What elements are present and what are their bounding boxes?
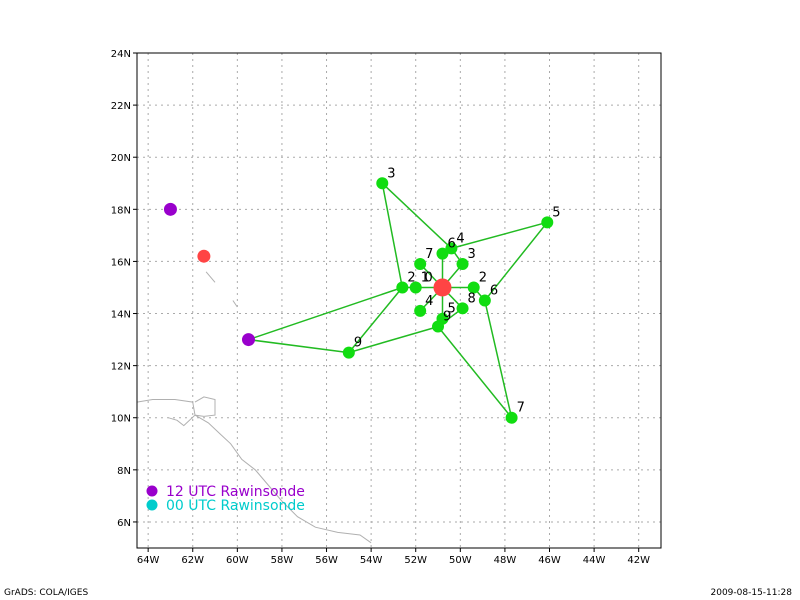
dropsonde-marker bbox=[414, 258, 427, 271]
storm-center bbox=[433, 278, 452, 297]
dropsonde-marker bbox=[456, 258, 469, 271]
dropsonde-label: 5 bbox=[552, 205, 560, 220]
tick-label-lon: 50W bbox=[449, 555, 472, 566]
rawinsonde-12utc-marker bbox=[241, 333, 255, 347]
axis-ticks: 64W 62W 60W 58W 56W 54W 52W 50W 48W 46W 44W 42W 6N 8N… bbox=[111, 49, 650, 566]
dropsonde-points bbox=[342, 177, 554, 424]
tick-label-lat: 16N bbox=[111, 257, 131, 268]
tick-label-lat: 10N bbox=[111, 414, 131, 425]
dropsonde-label: 3 bbox=[468, 247, 476, 262]
dropsonde-label: 3 bbox=[387, 166, 395, 181]
footer-credit: GrADS: COLA/IGES bbox=[4, 588, 89, 598]
dropsonde-label: 9 bbox=[443, 310, 451, 325]
tick-label-lat: 8N bbox=[117, 466, 131, 477]
dropsonde-label: 1 bbox=[421, 270, 429, 285]
center-label: 0 bbox=[424, 270, 432, 285]
dropsonde-marker bbox=[414, 304, 427, 317]
dropsonde-marker bbox=[456, 302, 469, 315]
tick-label-lat: 20N bbox=[111, 153, 131, 164]
dropsonde-label: 6 bbox=[447, 237, 455, 252]
coastline bbox=[232, 300, 238, 308]
tick-label-lon: 46W bbox=[538, 555, 561, 566]
track-line bbox=[248, 286, 403, 341]
dropsonde-label: 2 bbox=[479, 270, 487, 285]
tick-label-lon: 60W bbox=[226, 555, 249, 566]
tick-label-lon: 42W bbox=[627, 555, 650, 566]
coastline bbox=[194, 396, 216, 417]
tick-label-lat: 6N bbox=[117, 518, 131, 529]
tick-label-lon: 48W bbox=[494, 555, 517, 566]
rawinsonde-12utc-marker bbox=[163, 202, 177, 216]
footer-timestamp: 2009-08-15-11:28 bbox=[710, 588, 793, 598]
rawinsonde-sites bbox=[163, 202, 255, 347]
dropsonde-label: 4 bbox=[456, 231, 464, 246]
dropsonde-label: 7 bbox=[517, 401, 525, 416]
dropsonde-marker bbox=[396, 281, 409, 294]
dropsonde-marker bbox=[432, 320, 445, 333]
tick-label-lon: 52W bbox=[404, 555, 427, 566]
tick-label-lat: 22N bbox=[111, 101, 131, 112]
dropsonde-label: 8 bbox=[468, 291, 476, 306]
dropsonde-label: 5 bbox=[447, 302, 455, 317]
grid-lines bbox=[137, 53, 661, 548]
coastline bbox=[194, 414, 372, 544]
tick-label-lat: 18N bbox=[111, 205, 131, 216]
coastlines bbox=[136, 271, 372, 544]
dropsonde-label: 6 bbox=[490, 284, 498, 299]
legend-label-12utc: 12 UTC Rawinsonde bbox=[166, 484, 305, 500]
dropsonde-marker bbox=[505, 411, 518, 424]
dropsonde-label: 7 bbox=[425, 247, 433, 262]
tick-label-lon: 58W bbox=[271, 555, 294, 566]
tick-label-lon: 62W bbox=[181, 555, 204, 566]
tick-label-lat: 14N bbox=[111, 310, 131, 321]
dropsonde-marker bbox=[541, 216, 554, 229]
tick-label-lat: 24N bbox=[111, 49, 131, 60]
dropsonde-marker bbox=[445, 242, 458, 255]
legend-marker-00utc bbox=[146, 499, 158, 511]
dropsonde-marker bbox=[436, 247, 449, 260]
dropsonde-label: 2 bbox=[407, 270, 415, 285]
dropsonde-label: 9 bbox=[354, 336, 362, 351]
tick-label-lon: 44W bbox=[583, 555, 606, 566]
dropsonde-marker bbox=[409, 281, 422, 294]
dropsonde-tracks bbox=[248, 182, 550, 419]
tick-label-lon: 56W bbox=[315, 555, 338, 566]
dropsonde-marker bbox=[467, 281, 480, 294]
site-marker-red bbox=[197, 249, 211, 263]
tick-label-lon: 64W bbox=[137, 555, 160, 566]
tick-label-lon: 54W bbox=[360, 555, 383, 566]
dropsonde-label: 4 bbox=[425, 294, 433, 309]
track-line bbox=[248, 338, 349, 354]
tick-label-lat: 12N bbox=[111, 362, 131, 373]
coastline bbox=[205, 271, 216, 283]
legend: 12 UTC Rawinsonde 00 UTC Rawinsonde bbox=[146, 484, 305, 514]
legend-label-00utc: 00 UTC Rawinsonde bbox=[166, 498, 305, 514]
legend-marker-12utc bbox=[146, 485, 158, 497]
map-frame bbox=[136, 52, 662, 549]
dropsonde-marker bbox=[376, 177, 389, 190]
storm-center-marker bbox=[433, 278, 452, 297]
track-line bbox=[346, 182, 550, 419]
dropsonde-marker bbox=[342, 346, 355, 359]
coastline bbox=[136, 399, 196, 427]
dropsonde-marker bbox=[478, 294, 491, 307]
